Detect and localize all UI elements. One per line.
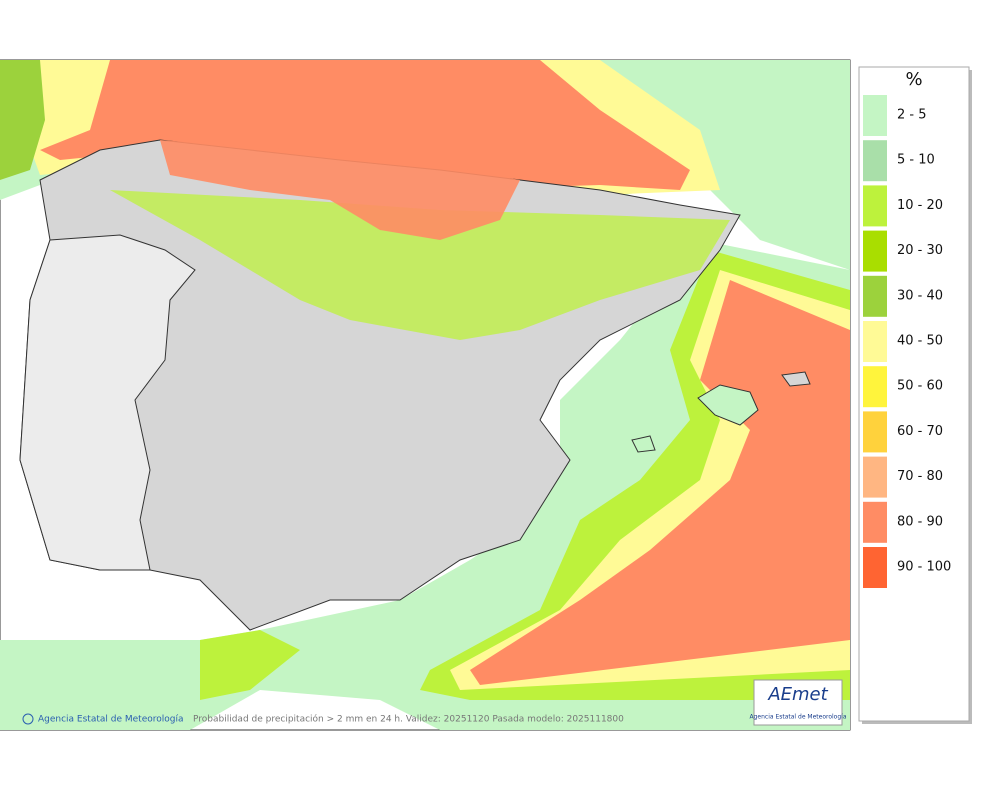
- legend: % 2 - 5 5 - 10 10 - 20 20 - 30 30 - 40 40 - 5…: [858, 66, 972, 724]
- legend-swatch: [863, 230, 887, 272]
- field-green: [0, 60, 45, 180]
- map: Agencia Estatal de Meteorología Probabil…: [0, 59, 851, 731]
- land-portugal: [19, 234, 196, 571]
- credit: Agencia Estatal de Meteorología: [38, 715, 184, 725]
- field-high: [160, 140, 520, 240]
- island-mallorca: [697, 384, 759, 426]
- legend-label: 50 - 60: [897, 379, 943, 394]
- field-green: [200, 630, 300, 700]
- legend-swatch: [863, 275, 887, 317]
- caption: Probabilidad de precipitación > 2 mm en …: [193, 714, 624, 725]
- legend-label: 20 - 30: [897, 243, 943, 258]
- legend-swatch: [863, 501, 887, 543]
- legend-label: 60 - 70: [897, 424, 943, 439]
- logo-text: AEmet: [767, 684, 828, 705]
- legend-swatch: [863, 321, 887, 362]
- logo-subtitle: Agencia Estatal de Meteorología: [750, 714, 847, 721]
- legend-swatch: [863, 411, 887, 453]
- legend-label: 40 - 50: [897, 334, 943, 349]
- island-menorca: [781, 371, 811, 387]
- legend-title: %: [905, 69, 922, 90]
- legend-label: 90 - 100: [897, 560, 951, 575]
- legend-swatch: [863, 95, 887, 136]
- legend-label: 2 - 5: [897, 108, 927, 123]
- field-high: [470, 280, 850, 685]
- credit-icon: [22, 713, 34, 725]
- legend-swatch: [863, 185, 887, 227]
- field-green: [110, 190, 730, 340]
- legend-swatch: [863, 547, 887, 588]
- legend-swatch: [863, 140, 887, 182]
- legend-label: 10 - 20: [897, 198, 943, 213]
- logo-box: [753, 679, 843, 726]
- legend-label: 80 - 90: [897, 514, 943, 529]
- legend-label: 70 - 80: [897, 469, 943, 484]
- legend-swatch: [863, 366, 887, 408]
- legend-swatch: [863, 456, 887, 498]
- legend-label: 30 - 40: [897, 288, 943, 303]
- legend-label: 5 - 10: [897, 153, 935, 168]
- island-ibiza: [631, 435, 656, 453]
